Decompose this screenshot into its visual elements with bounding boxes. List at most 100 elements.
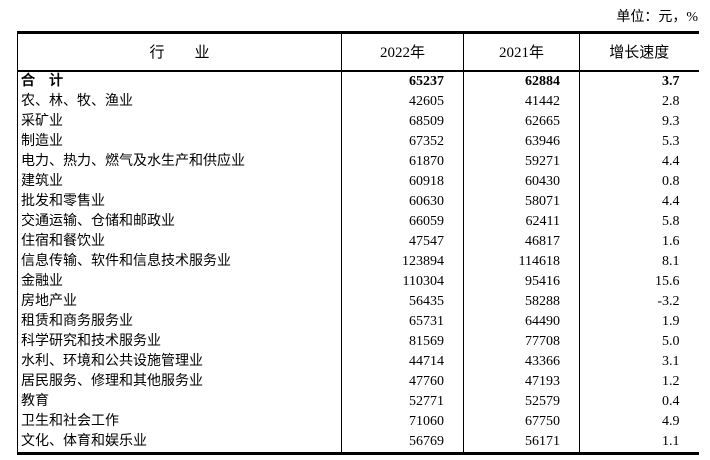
value-2021-cell: 59271 — [463, 151, 580, 172]
value-2021-cell: 43366 — [463, 351, 580, 372]
value-2021-cell: 60430 — [463, 171, 580, 192]
growth-cell: 15.6 — [579, 271, 699, 292]
industry-cell: 房地产业 — [21, 293, 77, 309]
growth-cell: 8.1 — [579, 251, 699, 272]
table-row: 采矿业 68509 62665 9.3 — [18, 111, 699, 132]
column-header-growth: 增长速度 — [579, 32, 699, 72]
industry-cell: 信息传输、软件和信息技术服务业 — [21, 253, 231, 269]
growth-cell: 4.4 — [579, 151, 699, 172]
value-2021-cell: 46817 — [463, 231, 580, 252]
value-2021-cell: 114618 — [463, 251, 580, 272]
growth-cell: 3.7 — [579, 70, 699, 92]
industry-cell: 租赁和商务服务业 — [21, 313, 133, 329]
value-2022-cell: 66059 — [341, 211, 464, 232]
industry-cell: 交通运输、仓储和邮政业 — [21, 213, 175, 229]
industry-cell: 教育 — [21, 393, 49, 409]
value-2022-cell: 44714 — [341, 351, 464, 372]
value-2021-cell: 63946 — [463, 131, 580, 152]
column-header-2022: 2022年 — [341, 32, 464, 72]
value-2021-cell: 67750 — [463, 411, 580, 432]
value-2021-cell: 62411 — [463, 211, 580, 232]
value-2021-cell: 52579 — [463, 391, 580, 412]
growth-cell: 3.1 — [579, 351, 699, 372]
value-2021-cell: 64490 — [463, 311, 580, 332]
growth-cell: 2.8 — [579, 91, 699, 112]
table-row: 居民服务、修理和其他服务业 47760 47193 1.2 — [18, 371, 699, 392]
industry-cell: 文化、体育和娱乐业 — [21, 433, 147, 449]
table-row: 水利、环境和公共设施管理业 44714 43366 3.1 — [18, 351, 699, 372]
table-row: 电力、热力、燃气及水生产和供应业 61870 59271 4.4 — [18, 151, 699, 172]
table-header: 行 业 2022年 2021年 增长速度 — [17, 32, 699, 72]
table-row: 房地产业 56435 58288 -3.2 — [18, 291, 699, 312]
growth-cell: 0.4 — [579, 391, 699, 412]
industry-cell: 合 计 — [21, 73, 63, 89]
table-row: 批发和零售业 60630 58071 4.4 — [18, 191, 699, 212]
table-row: 合 计 65237 62884 3.7 — [18, 70, 699, 92]
growth-cell: 5.8 — [579, 211, 699, 232]
value-2022-cell: 47760 — [341, 371, 464, 392]
value-2022-cell: 42605 — [341, 91, 464, 112]
growth-cell: 1.6 — [579, 231, 699, 252]
table-row: 农、林、牧、渔业 42605 41442 2.8 — [18, 91, 699, 112]
growth-cell: -3.2 — [579, 291, 699, 312]
value-2022-cell: 60630 — [341, 191, 464, 212]
industry-cell: 建筑业 — [21, 173, 63, 189]
growth-cell: 1.1 — [579, 431, 699, 453]
value-2022-cell: 65237 — [341, 70, 464, 92]
industry-cell: 制造业 — [21, 133, 63, 149]
growth-cell: 1.2 — [579, 371, 699, 392]
unit-note: 单位：元，% — [616, 10, 698, 25]
table-row: 文化、体育和娱乐业 56769 56171 1.1 — [18, 431, 699, 453]
growth-cell: 5.3 — [579, 131, 699, 152]
growth-cell: 4.9 — [579, 411, 699, 432]
value-2022-cell: 65731 — [341, 311, 464, 332]
value-2022-cell: 52771 — [341, 391, 464, 412]
value-2022-cell: 71060 — [341, 411, 464, 432]
table-row: 科学研究和技术服务业 81569 77708 5.0 — [18, 331, 699, 352]
value-2021-cell: 41442 — [463, 91, 580, 112]
value-2021-cell: 62884 — [463, 70, 580, 92]
value-2021-cell: 58288 — [463, 291, 580, 312]
value-2021-cell: 58071 — [463, 191, 580, 212]
value-2022-cell: 123894 — [341, 251, 464, 272]
industry-cell: 卫生和社会工作 — [21, 413, 119, 429]
value-2021-cell: 62665 — [463, 111, 580, 132]
industry-cell: 住宿和餐饮业 — [21, 233, 105, 249]
value-2022-cell: 67352 — [341, 131, 464, 152]
wage-table: 行 业 2022年 2021年 增长速度 合 计 65237 62884 3.7 农、林… — [17, 31, 699, 455]
value-2022-cell: 56769 — [341, 431, 464, 453]
industry-cell: 农、林、牧、渔业 — [21, 93, 133, 109]
value-2021-cell: 56171 — [463, 431, 580, 453]
table-row: 卫生和社会工作 71060 67750 4.9 — [18, 411, 699, 432]
table-row: 金融业 110304 95416 15.6 — [18, 271, 699, 292]
growth-cell: 1.9 — [579, 311, 699, 332]
table-row: 住宿和餐饮业 47547 46817 1.6 — [18, 231, 699, 252]
growth-cell: 4.4 — [579, 191, 699, 212]
table-row: 教育 52771 52579 0.4 — [18, 391, 699, 412]
industry-cell: 居民服务、修理和其他服务业 — [21, 373, 203, 389]
industry-cell: 科学研究和技术服务业 — [21, 333, 161, 349]
table-body: 合 计 65237 62884 3.7 农、林、牧、渔业 42605 41442 2.8 采矿业… — [18, 70, 699, 453]
header-row: 行 业 2022年 2021年 增长速度 — [17, 32, 699, 72]
industry-cell: 批发和零售业 — [21, 193, 105, 209]
value-2022-cell: 61870 — [341, 151, 464, 172]
value-2022-cell: 56435 — [341, 291, 464, 312]
table-row: 信息传输、软件和信息技术服务业 123894 114618 8.1 — [18, 251, 699, 272]
growth-cell: 5.0 — [579, 331, 699, 352]
column-header-2021: 2021年 — [463, 32, 580, 72]
industry-cell: 采矿业 — [21, 113, 63, 129]
value-2022-cell: 81569 — [341, 331, 464, 352]
value-2021-cell: 47193 — [463, 371, 580, 392]
table-row: 租赁和商务服务业 65731 64490 1.9 — [18, 311, 699, 332]
growth-cell: 0.8 — [579, 171, 699, 192]
industry-cell: 水利、环境和公共设施管理业 — [21, 353, 203, 369]
table-row: 制造业 67352 63946 5.3 — [18, 131, 699, 152]
value-2021-cell: 77708 — [463, 331, 580, 352]
value-2022-cell: 68509 — [341, 111, 464, 132]
value-2021-cell: 95416 — [463, 271, 580, 292]
column-header-industry: 行 业 — [17, 32, 342, 72]
value-2022-cell: 47547 — [341, 231, 464, 252]
table-row: 建筑业 60918 60430 0.8 — [18, 171, 699, 192]
value-2022-cell: 110304 — [341, 271, 464, 292]
